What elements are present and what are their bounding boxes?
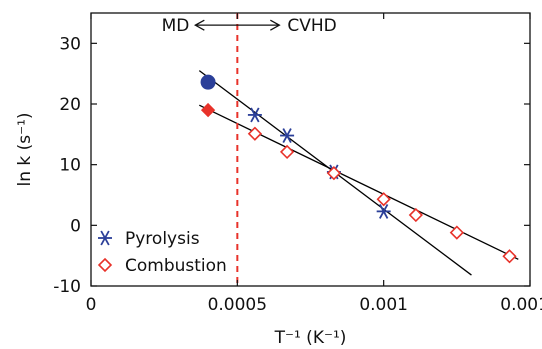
asterisk-stroke [379, 203, 389, 219]
md-combustion-point [200, 102, 216, 118]
y-tick-label: 20 [59, 95, 81, 115]
annotation-md: MD [162, 16, 190, 36]
arrow-head-right-icon [270, 19, 281, 31]
annotation-cvhd: CVHD [287, 16, 336, 36]
combustion-point [247, 126, 263, 141]
asterisk-stroke [282, 128, 292, 143]
y-tick-label: -10 [53, 277, 81, 297]
x-axis-label: T⁻¹ (K⁻¹) [274, 328, 347, 348]
y-axis-label: ln k (s⁻¹) [15, 112, 35, 186]
combustion-point [502, 249, 517, 264]
x-tick-label: 0.0015 [500, 295, 542, 315]
plot-frame [90, 12, 531, 287]
data-points [200, 74, 517, 264]
y-tick-label: 30 [59, 34, 81, 54]
legend-pyrolysis-marker [98, 230, 112, 246]
combustion-point [326, 166, 342, 181]
pyrolysis-point [376, 203, 391, 219]
x-tick-label: 0.0005 [208, 295, 267, 315]
md-pyrolysis-point [200, 74, 216, 90]
legend-label: Pyrolysis [125, 229, 200, 249]
combustion-point [408, 207, 423, 223]
pyrolysis-point [280, 128, 295, 143]
fit-line-combustion [199, 104, 519, 260]
arrow-head-left-icon [193, 19, 205, 31]
combustion-point [376, 192, 391, 207]
x-tick-label: 0 [86, 295, 97, 315]
legend-label: Combustion [125, 256, 227, 276]
asterisk-stroke [250, 107, 260, 123]
y-tick-label: 0 [70, 216, 81, 236]
combustion-point [279, 144, 295, 160]
legend-combustion-marker [97, 257, 113, 273]
y-tick-label: 10 [59, 156, 81, 176]
legend: Pyrolysis Combustion [97, 229, 227, 276]
regime-annotation: MD CVHD [162, 16, 337, 36]
combustion-point [449, 225, 464, 240]
fit-lines [198, 70, 519, 276]
asterisk-stroke [100, 230, 110, 246]
x-tick-label: 0.001 [359, 295, 408, 315]
pyrolysis-point [247, 107, 262, 123]
